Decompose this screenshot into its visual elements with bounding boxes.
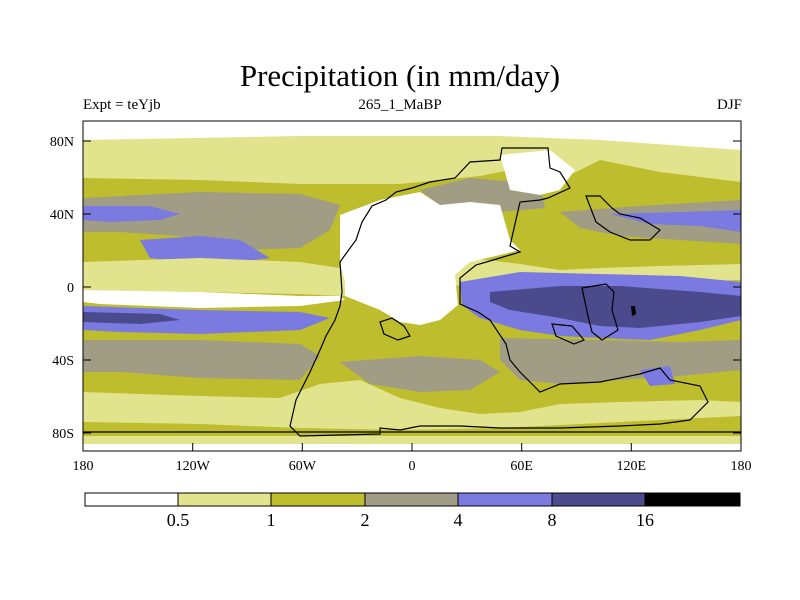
colorbar-swatch-3 <box>365 493 458 506</box>
precip-region-midpacific-verywet <box>140 236 270 266</box>
lon-tick-marks <box>82 443 742 451</box>
colorbar-swatch-6 <box>645 493 740 506</box>
colorbar-label: 0.5 <box>167 510 190 530</box>
precip-region-north-continent-dry <box>500 150 575 195</box>
lat-tick-labels: 80N 40N 0 40S 80S <box>50 135 74 442</box>
precip-region-itcz-west-core <box>83 312 180 324</box>
lat-tick-label: 80S <box>52 427 74 442</box>
precip-region-itcz-west <box>83 306 330 334</box>
precip-region-nwpacific-verywet <box>610 210 741 232</box>
east-island-outline <box>585 195 661 241</box>
lon-tick-label: 60E <box>510 459 533 474</box>
colorbar-label: 16 <box>636 510 654 530</box>
continent-outline <box>289 147 709 437</box>
colorbar-label: 4 <box>454 510 463 530</box>
lat-tick-label: 0 <box>67 281 74 296</box>
lon-tick-label: 120W <box>176 459 211 474</box>
lat-tick-marks <box>83 140 741 434</box>
sea-island-outline <box>581 283 619 341</box>
colorbar-label: 8 <box>548 510 557 530</box>
precip-region-max-cell <box>631 306 636 316</box>
colorbar-swatch-0 <box>85 493 178 506</box>
lon-tick-label: 180 <box>73 459 94 474</box>
precip-region-eq-dry-tongue <box>83 290 345 308</box>
season-label: DJF <box>716 97 742 113</box>
precip-region-sindian-wet <box>500 338 741 384</box>
colorbar-swatch-1 <box>178 493 271 506</box>
lat-tick-label: 80N <box>50 135 74 150</box>
colorbar-swatch-5 <box>552 493 645 506</box>
colorbar-swatch-2 <box>271 493 365 506</box>
lon-tick-labels: 180 120W 60W 0 60E 120E 180 <box>73 459 752 474</box>
precip-region-southern-dry <box>83 380 741 430</box>
colorbar-label: 1 <box>267 510 276 530</box>
colorbar-label: 2 <box>361 510 370 530</box>
plot-title: Precipitation (in mm/day) <box>239 58 561 93</box>
lon-tick-label: 0 <box>409 459 416 474</box>
lon-tick-label: 60W <box>289 459 317 474</box>
precip-region-npacific-verywet <box>83 206 180 222</box>
colorbar-swatch-4 <box>458 493 552 506</box>
small-island-outline <box>551 323 586 345</box>
period-label: 265_1_MaBP <box>358 97 442 113</box>
lat-tick-label: 40S <box>52 354 74 369</box>
precip-region-spacific-wet <box>83 340 320 380</box>
precip-region-itcz-east-core <box>490 286 741 328</box>
colorbar-frame <box>84 492 741 507</box>
colorbar: 0.5 1 2 4 8 16 <box>84 492 741 530</box>
precip-region-north-verydry <box>83 121 741 150</box>
experiment-label: Expt = teYjb <box>83 97 161 113</box>
lat-tick-label: 40N <box>50 208 74 223</box>
lon-tick-label: 180 <box>731 459 752 474</box>
inner-lake-outline <box>379 317 411 341</box>
lon-tick-label: 120E <box>617 459 647 474</box>
land-outline <box>83 147 741 437</box>
precip-region-satlantic-wet <box>340 356 500 392</box>
precip-field <box>83 121 741 451</box>
precip-region-continent-dry <box>340 192 520 325</box>
